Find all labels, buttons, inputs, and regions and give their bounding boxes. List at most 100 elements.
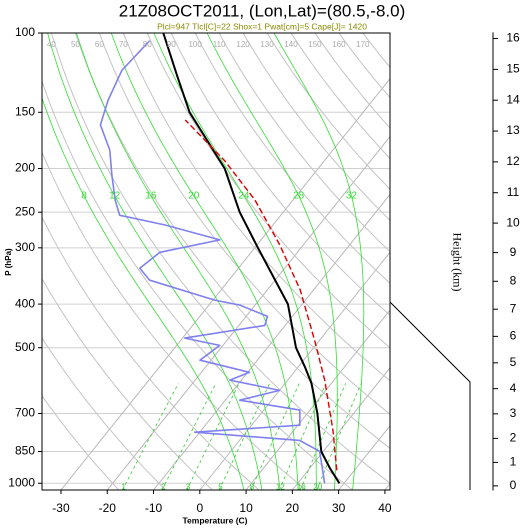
mixing-ratio-label: 3 <box>186 483 191 492</box>
x-tick-label: 20 <box>286 501 300 515</box>
dry-adiabat-label: 40 <box>47 40 56 49</box>
dry-adiabat <box>42 337 166 490</box>
profiles <box>99 33 341 484</box>
x-tick-label: 30 <box>332 501 346 515</box>
dry-adiabat <box>50 33 390 484</box>
y2-axis-label: Height (km) <box>450 233 464 292</box>
y2-tick-label: 11 <box>507 185 520 199</box>
dry-adiabat-label: 90 <box>167 40 176 49</box>
dry-adiabat <box>42 151 307 490</box>
dry-adiabat <box>98 33 390 415</box>
moist-adiabat-label: 12 <box>109 191 121 202</box>
isotherm <box>199 251 390 490</box>
moist-adiabat <box>42 96 245 490</box>
y2-tick-label: 9 <box>510 245 517 259</box>
mixing-ratio-line <box>161 383 217 490</box>
mixing-ratio-label: 2 <box>161 483 166 492</box>
y-axis-label: P (hPa) <box>4 248 13 276</box>
isotherm <box>338 424 390 490</box>
x-axis-label: Temperature (C) <box>182 515 247 525</box>
profile-line <box>184 119 338 471</box>
y-tick-label: 500 <box>15 340 35 354</box>
x-tick-label: 40 <box>378 501 392 515</box>
terrain-outline <box>389 301 471 490</box>
dry-adiabat-label: 120 <box>236 40 250 49</box>
dry-adiabat-label: 60 <box>95 40 104 49</box>
dry-adiabat-label: 160 <box>332 40 346 49</box>
moist-adiabat-label: 16 <box>145 191 157 202</box>
mixing-ratio-label: 12 <box>276 483 285 492</box>
y-tick-label: 100 <box>15 25 35 39</box>
y2-tick-label: 16 <box>506 31 520 45</box>
dry-adiabat <box>42 79 353 490</box>
dry-adiabat-label: 70 <box>119 40 128 49</box>
chart-subtitle: Plcl=947 Tlcl[C]=22 Shox=1 Pwat[cm]=5 Ca… <box>157 21 367 31</box>
y2-tick-label: 13 <box>506 123 520 137</box>
moist-adiabat-label: 24 <box>238 191 250 202</box>
dry-adiabat <box>314 33 390 129</box>
y-tick-label: 250 <box>15 204 35 218</box>
isotherm <box>60 77 390 490</box>
dry-adiabat <box>42 395 120 490</box>
isotherm <box>153 193 390 490</box>
y2-tick-label: 8 <box>510 273 517 287</box>
dry-adiabat-label: 50 <box>71 40 80 49</box>
dry-adiabat <box>42 277 213 490</box>
dry-adiabat <box>362 33 390 69</box>
mixing-ratio-label: 8 <box>250 483 255 492</box>
dry-adiabat-label: 130 <box>260 40 274 49</box>
dry-adiabat-label: 100 <box>188 40 202 49</box>
y2-tick-label: 0 <box>510 478 517 492</box>
plot-frame <box>41 32 391 491</box>
dry-adiabat <box>218 33 390 253</box>
mixing-ratio-line <box>186 383 240 490</box>
dry-adiabat <box>338 33 390 99</box>
mixing-ratio-line <box>250 383 300 490</box>
profile-line <box>99 40 326 484</box>
mixing-ratio-label: 1 <box>121 483 126 492</box>
y-tick-label: 850 <box>15 444 35 458</box>
y2-tick-label: 1 <box>510 455 517 469</box>
dry-adiabat <box>290 33 390 160</box>
y2-tick-label: 7 <box>510 301 517 315</box>
dry-adiabat-label: 80 <box>143 40 152 49</box>
mixing-ratio-label: 16 <box>297 483 306 492</box>
moist-adiabat-label: 20 <box>188 191 200 202</box>
mixing-ratio-label: 5 <box>218 483 223 492</box>
dry-adiabat <box>170 33 390 316</box>
profile-line <box>162 33 341 484</box>
mixing-ratio-line <box>278 383 327 490</box>
y-tick-label: 200 <box>15 161 35 175</box>
mixing-ratio-line <box>218 383 271 490</box>
y2-tick-label: 10 <box>506 215 520 229</box>
x-tick-label: -30 <box>52 501 70 515</box>
y2-tick-label: 14 <box>506 92 520 106</box>
y2-tick-label: 5 <box>510 355 517 369</box>
x-tick-label: -20 <box>99 501 117 515</box>
dry-adiabat-label: 140 <box>284 40 298 49</box>
y-tick-label: 700 <box>15 406 35 420</box>
y-tick-label: 400 <box>15 296 35 310</box>
dry-adiabat-label: 150 <box>308 40 322 49</box>
dry-adiabat <box>266 33 390 190</box>
moist-adiabat <box>110 33 299 490</box>
moist-adiabat <box>273 33 365 490</box>
y2-tick-label: 2 <box>510 431 517 445</box>
isotherm <box>245 309 390 490</box>
moist-adiabat-label: 8 <box>81 191 87 202</box>
y-tick-label: 300 <box>15 240 35 254</box>
x-tick-label: 10 <box>239 501 253 515</box>
dry-adiabat-label: 170 <box>356 40 370 49</box>
isotherm <box>106 135 390 490</box>
x-tick-label: -10 <box>145 501 163 515</box>
isotherm <box>291 367 390 490</box>
mixing-ratio-label: 20 <box>313 483 322 492</box>
y-tick-label: 150 <box>15 104 35 118</box>
y2-tick-label: 15 <box>506 62 520 76</box>
mixing-ratio-line <box>316 383 362 490</box>
dry-adiabat-label: 110 <box>213 40 226 49</box>
y2-tick-label: 4 <box>510 381 517 395</box>
dry-adiabat <box>242 33 390 221</box>
mixing-ratio-line <box>299 383 346 490</box>
dry-adiabat <box>194 33 390 284</box>
